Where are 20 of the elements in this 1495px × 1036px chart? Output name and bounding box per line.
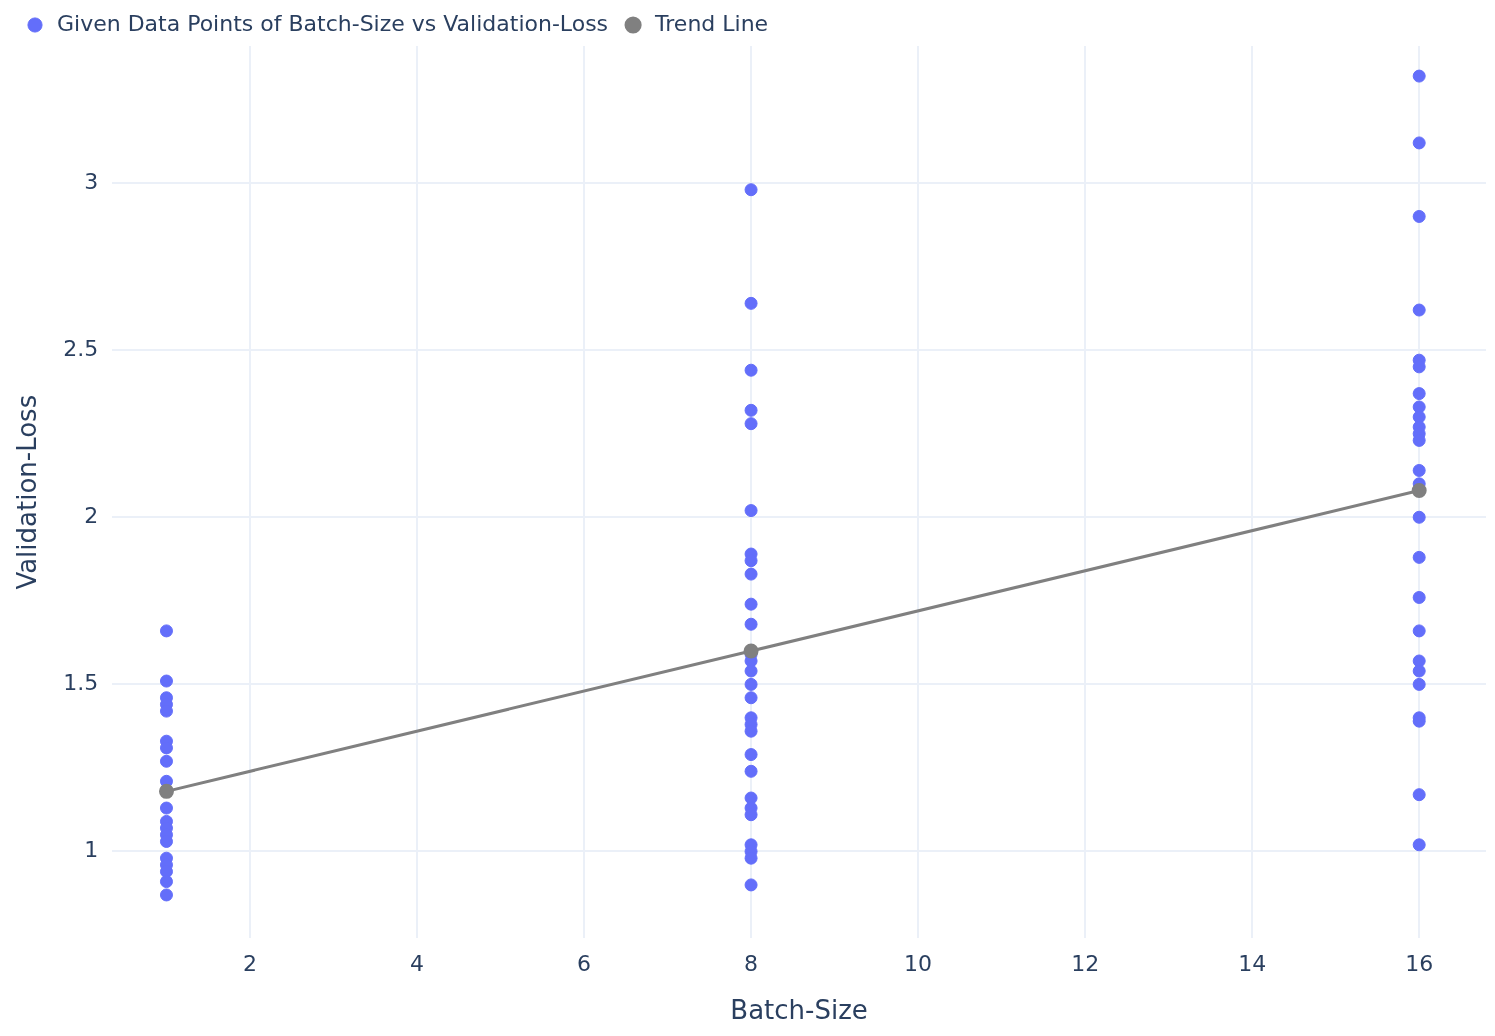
legend-label: Given Data Points of Batch-Size vs Validation-Loss — [57, 10, 609, 36]
y-tick-label: 2 — [84, 502, 99, 528]
y-tick-label: 1 — [84, 837, 99, 863]
y-tick-label: 2.5 — [63, 335, 99, 361]
legend-label: Trend Line — [654, 10, 769, 36]
x-tick-label: 14 — [1238, 951, 1267, 977]
x-tick-label: 4 — [410, 951, 425, 977]
x-axis-title: Batch-Size — [730, 995, 868, 1026]
point — [158, 783, 174, 799]
x-tick-label: 8 — [744, 951, 759, 977]
y-tick-label: 3 — [84, 168, 99, 194]
x-tick-label: 10 — [904, 951, 933, 977]
y-tick-label: 1.5 — [63, 670, 99, 696]
x-tick-label: 6 — [577, 951, 592, 977]
point — [1411, 483, 1427, 499]
x-tick-label: 16 — [1405, 951, 1434, 977]
x-tick-label: 12 — [1071, 951, 1100, 977]
x-tick-label: 2 — [242, 951, 257, 977]
point — [743, 643, 759, 659]
y-axis-title: Validation-Loss — [12, 394, 43, 590]
